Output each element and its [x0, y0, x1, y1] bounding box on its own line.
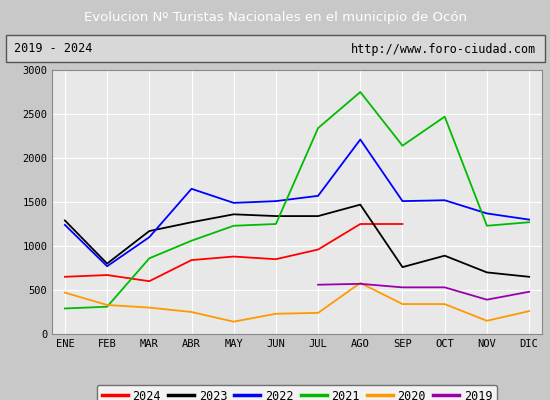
Text: Evolucion Nº Turistas Nacionales en el municipio de Ocón: Evolucion Nº Turistas Nacionales en el m… [84, 10, 466, 24]
Text: 2019 - 2024: 2019 - 2024 [14, 42, 92, 56]
Text: http://www.foro-ciudad.com: http://www.foro-ciudad.com [351, 42, 536, 56]
Legend: 2024, 2023, 2022, 2021, 2020, 2019: 2024, 2023, 2022, 2021, 2020, 2019 [97, 385, 497, 400]
